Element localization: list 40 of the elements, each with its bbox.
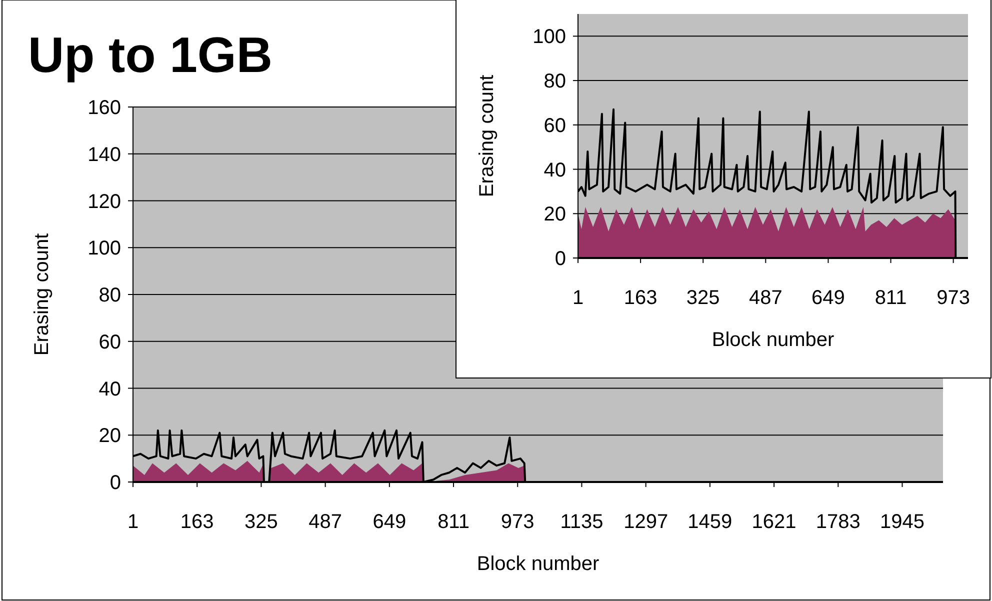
x-tick-label: 811 — [438, 511, 470, 533]
x-axis-title: Block number — [476, 553, 600, 575]
y-tick-label: 140 — [88, 144, 121, 166]
x-tick-label: 1621 — [752, 511, 796, 533]
x-tick-label: 1135 — [560, 511, 604, 533]
x-tick-label: 973 — [500, 511, 534, 533]
y-tick-label: 0 — [110, 472, 121, 494]
x-tick-label: 649 — [812, 287, 845, 309]
x-tick-label: 487 — [308, 511, 342, 533]
y-tick-label: 60 — [544, 114, 566, 137]
x-tick-label: 973 — [936, 287, 970, 309]
y-axis-title: Erasing count — [31, 232, 53, 356]
y-tick-label: 20 — [98, 425, 121, 448]
x-tick-label: 1459 — [688, 511, 732, 533]
x-tick-label: 325 — [686, 287, 720, 309]
x-tick-label: 1783 — [816, 511, 860, 533]
x-tick-label: 163 — [180, 511, 214, 533]
x-tick-label: 649 — [372, 511, 406, 533]
chart-title: Up to 1GB — [28, 27, 272, 83]
y-axis-title: Erasing count — [476, 74, 498, 198]
x-tick-label: 1 — [127, 511, 139, 533]
x-axis-title: Block number — [712, 329, 834, 351]
y-tick-label: 100 — [532, 26, 566, 48]
y-tick-label: 60 — [98, 331, 121, 354]
x-tick-label: 163 — [624, 287, 658, 309]
x-tick-label: 1 — [572, 287, 584, 309]
y-tick-label: 80 — [98, 284, 121, 306]
x-tick-label: 811 — [874, 287, 907, 309]
y-tick-label: 120 — [88, 190, 121, 213]
y-tick-label: 40 — [98, 378, 121, 400]
x-tick-label: 1297 — [624, 511, 668, 533]
y-tick-label: 0 — [554, 248, 566, 270]
y-tick-label: 40 — [544, 159, 566, 182]
x-tick-label: 1945 — [880, 511, 924, 533]
x-tick-label: 487 — [748, 287, 782, 309]
y-tick-label: 80 — [544, 70, 566, 93]
y-tick-label: 160 — [88, 97, 121, 119]
y-tick-label: 100 — [88, 238, 121, 260]
x-tick-label: 325 — [244, 511, 278, 533]
y-tick-label: 20 — [544, 204, 566, 226]
